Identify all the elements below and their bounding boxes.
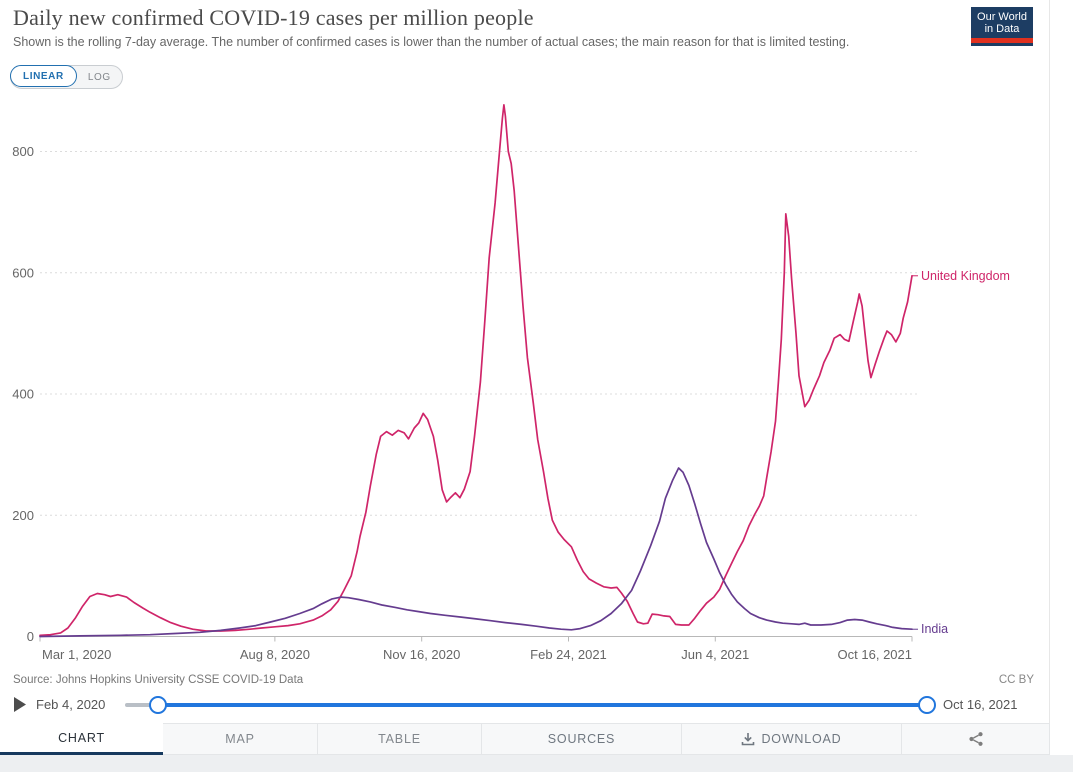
y-tick-label: 600	[12, 265, 34, 280]
chart-widget: 0 200 400 600 800 Mar 1, 2020 Aug 8, 2020 Nov 1…	[0, 0, 1050, 755]
x-tick-label: Feb 24, 2021	[530, 647, 607, 662]
y-tick-label: 200	[12, 508, 34, 523]
page-title: Daily new confirmed COVID-19 cases per m…	[13, 5, 534, 30]
x-tick-label: Oct 16, 2021	[838, 647, 912, 662]
tab-download-label: DOWNLOAD	[761, 732, 842, 746]
play-button[interactable]	[14, 697, 26, 712]
tab-map[interactable]: MAP	[163, 723, 318, 755]
tab-share[interactable]	[902, 723, 1050, 755]
tab-table-label: TABLE	[378, 732, 421, 746]
tab-table[interactable]: TABLE	[318, 723, 482, 755]
share-icon	[968, 732, 983, 746]
source-text: Source: Johns Hopkins University CSSE CO…	[13, 674, 304, 686]
y-tick-label: 400	[12, 387, 34, 402]
scale-toggle: LINEAR LOG	[10, 65, 123, 89]
x-tick-label: Aug 8, 2020	[240, 647, 310, 662]
series-line-united-kingdom[interactable]	[39, 103, 913, 637]
tab-sources[interactable]: SOURCES	[482, 723, 682, 755]
log-scale-button[interactable]: LOG	[77, 66, 122, 88]
tab-sources-label: SOURCES	[547, 732, 616, 746]
timeline-start-handle[interactable]	[149, 696, 167, 714]
tab-map-label: MAP	[225, 732, 255, 746]
tab-download[interactable]: DOWNLOAD	[682, 723, 902, 755]
x-tick-label: Jun 4, 2021	[681, 647, 749, 662]
logo-line2: in Data	[984, 23, 1020, 35]
timeline-end-handle[interactable]	[918, 696, 936, 714]
timeline-control: Feb 4, 2020 Oct 16, 2021	[0, 692, 1050, 718]
series-label-united-kingdom[interactable]: United Kingdom	[921, 269, 1010, 283]
x-tick-label: Nov 16, 2020	[383, 647, 460, 662]
series-line-india[interactable]	[39, 467, 913, 638]
timeline-track-unselected[interactable]	[125, 703, 163, 707]
timeline-start-date: Feb 4, 2020	[36, 697, 106, 712]
logo-red-bar	[971, 38, 1033, 43]
owid-logo[interactable]: Our World in Data	[971, 7, 1033, 46]
chart-subtitle: Shown is the rolling 7-day average. The …	[13, 35, 850, 49]
logo-line1: Our World	[977, 11, 1027, 23]
license-link[interactable]: CC BY	[998, 674, 1034, 686]
timeline-end-date: Oct 16, 2021	[943, 697, 1018, 712]
y-tick-label: 800	[12, 144, 34, 159]
page-background-strip	[0, 755, 1073, 772]
y-tick-label: 0	[27, 629, 34, 644]
timeline-track-selected[interactable]	[158, 703, 927, 707]
tab-chart[interactable]: CHART	[0, 723, 163, 755]
download-icon	[742, 733, 755, 746]
line-chart: 0 200 400 600 800 Mar 1, 2020 Aug 8, 2020 Nov 1…	[12, 103, 1010, 662]
x-tick-label: Mar 1, 2020	[42, 647, 111, 662]
tab-bar: CHART MAP TABLE SOURCES DOWNLOAD	[0, 723, 1050, 755]
series-label-india[interactable]: India	[921, 622, 948, 636]
tab-chart-label: CHART	[58, 730, 105, 745]
timeline-slider[interactable]	[125, 696, 936, 714]
linear-scale-button[interactable]: LINEAR	[10, 65, 77, 87]
